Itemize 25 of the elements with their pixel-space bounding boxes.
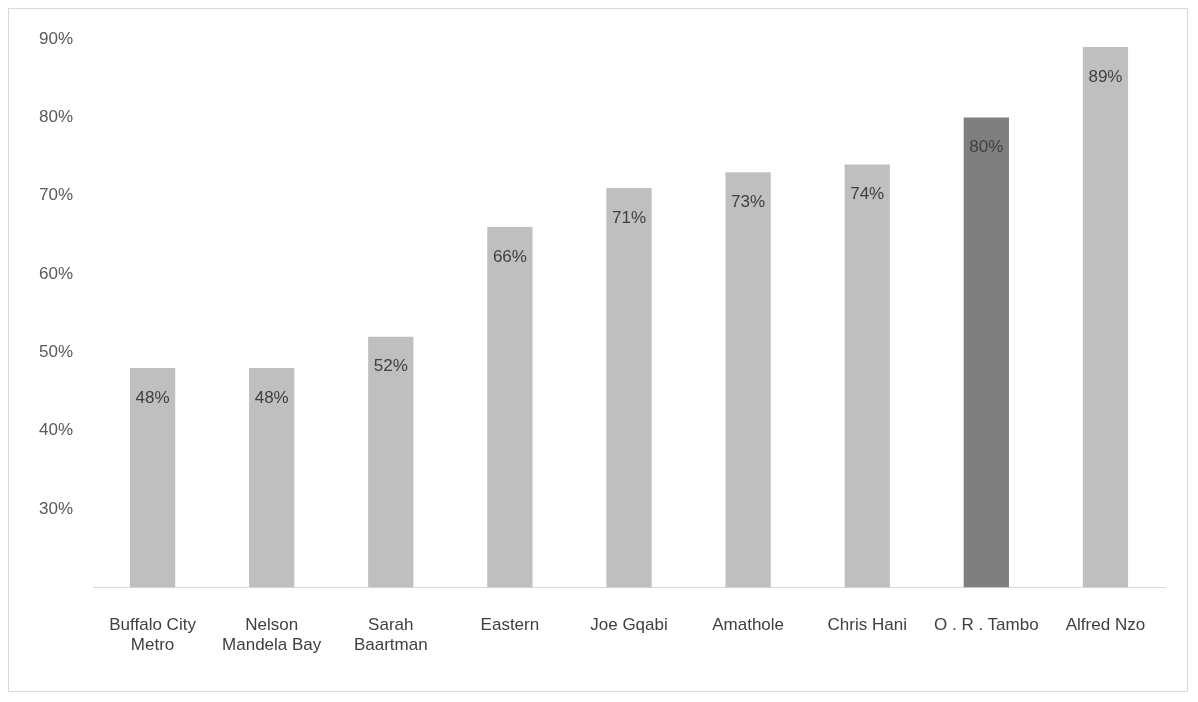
- data-label: 48%: [254, 387, 289, 407]
- x-tick-label: Nelson Mandela Bay: [222, 615, 322, 655]
- data-label: 89%: [1088, 66, 1123, 86]
- x-tick-label: Chris Hani: [827, 615, 907, 635]
- y-tick-label: 90%: [38, 28, 74, 48]
- y-tick-label: 70%: [38, 185, 74, 205]
- x-tick-label: Amathole: [712, 615, 785, 635]
- y-tick-label: 50%: [38, 342, 74, 362]
- x-tick-label: Alfred Nzo: [1065, 615, 1146, 635]
- y-tick-label: 40%: [38, 420, 74, 440]
- x-tick-label: Eastern: [480, 615, 540, 635]
- data-label: 73%: [731, 191, 766, 211]
- data-label: 52%: [373, 356, 408, 376]
- data-label: 80%: [969, 137, 1004, 157]
- y-tick-label: 30%: [38, 498, 74, 518]
- x-tick-label: O . R . Tambo: [934, 615, 1039, 635]
- y-tick-label: 60%: [38, 263, 74, 283]
- x-tick-label: Joe Gqabi: [590, 615, 668, 635]
- data-label: 48%: [135, 387, 170, 407]
- data-label: 71%: [612, 207, 647, 227]
- x-tick-label: Sarah Baartman: [353, 615, 428, 655]
- y-tick-label: 80%: [38, 107, 74, 127]
- x-tick-label: Buffalo City Metro: [109, 615, 197, 655]
- data-label: 74%: [850, 184, 885, 204]
- data-label: 66%: [492, 246, 527, 266]
